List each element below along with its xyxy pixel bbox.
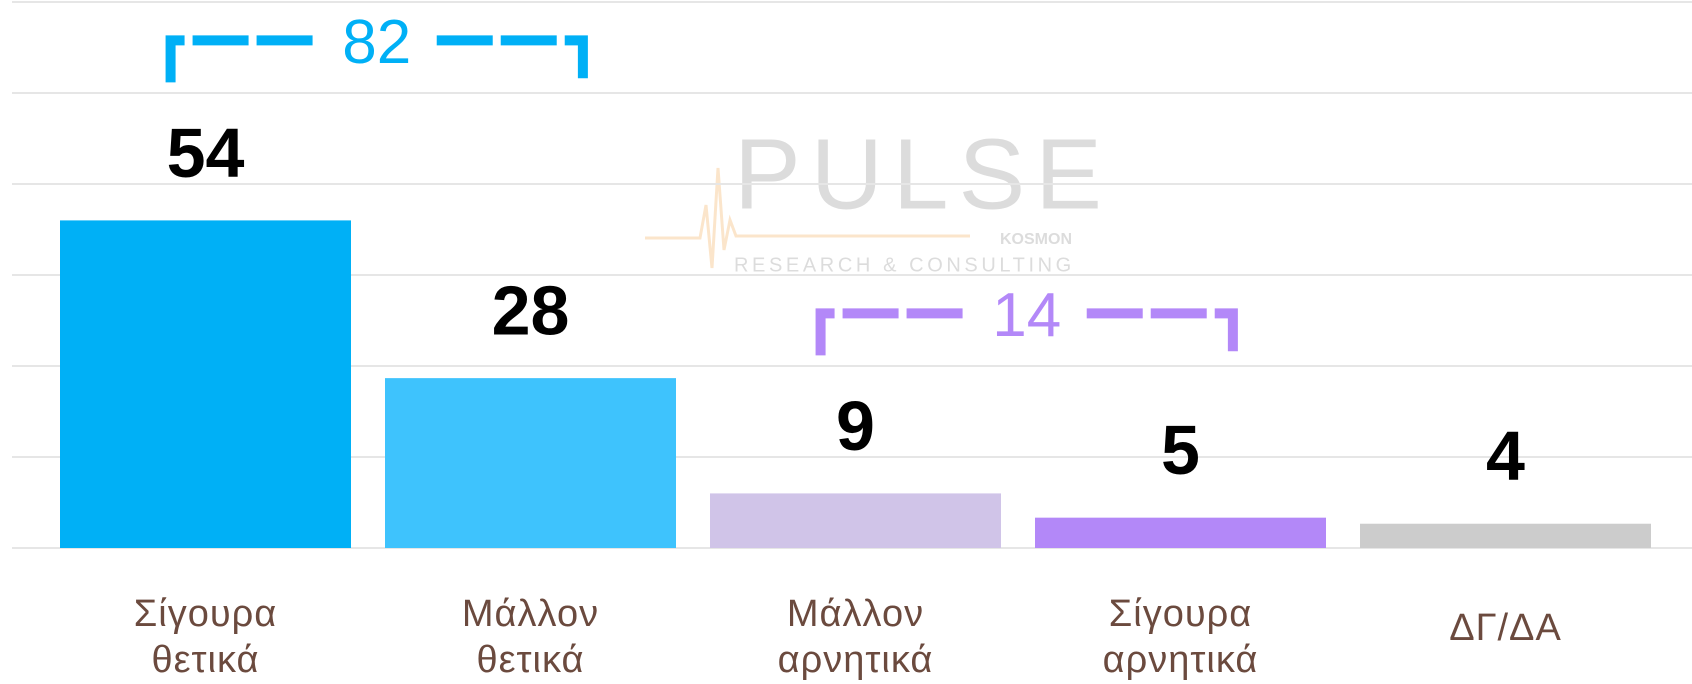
x-tick-label: Μάλλον θετικά bbox=[462, 593, 599, 681]
value-label: 54 bbox=[167, 114, 245, 192]
bar bbox=[1360, 523, 1651, 548]
watermark-pulse-line bbox=[645, 167, 970, 269]
x-tick-label-line: ΔΓ/ΔΑ bbox=[1449, 607, 1562, 649]
x-tick-label-line: θετικά bbox=[151, 639, 259, 681]
watermark-brand: KOSMON bbox=[1000, 231, 1072, 248]
x-tick-label: Μάλλον αρνητικά bbox=[778, 593, 934, 681]
x-tick-label-line: Σίγουρα bbox=[1109, 593, 1252, 635]
value-label: 5 bbox=[1161, 411, 1200, 489]
value-label: 4 bbox=[1486, 417, 1525, 495]
watermark-name: PULSE bbox=[734, 118, 1112, 230]
x-tick-label: Σίγουρα θετικά bbox=[134, 593, 277, 681]
value-label: 9 bbox=[836, 387, 875, 465]
watermark-tagline: RESEARCH & CONSULTING bbox=[734, 254, 1075, 276]
bar bbox=[60, 220, 351, 548]
x-tick-label: ΔΓ/ΔΑ bbox=[1449, 607, 1562, 649]
x-tick-label-line: αρνητικά bbox=[778, 639, 934, 681]
bar bbox=[1035, 517, 1326, 548]
x-tick-label-line: Σίγουρα bbox=[134, 593, 277, 635]
bar bbox=[710, 493, 1001, 548]
x-tick-label-line: θετικά bbox=[476, 639, 584, 681]
bracket-label: 82 bbox=[342, 8, 411, 77]
x-tick-label-line: Μάλλον bbox=[787, 593, 924, 635]
x-tick-label: Σίγουρα αρνητικά bbox=[1103, 593, 1259, 681]
watermark: PULSE KOSMON RESEARCH & CONSULTING bbox=[645, 118, 1112, 276]
x-tick-label-line: αρνητικά bbox=[1103, 639, 1259, 681]
bar bbox=[385, 378, 676, 548]
value-label: 28 bbox=[492, 272, 570, 350]
bracket-label: 14 bbox=[992, 281, 1061, 350]
bracket bbox=[815, 308, 1238, 356]
x-tick-label-line: Μάλλον bbox=[462, 593, 599, 635]
bracket bbox=[165, 35, 588, 83]
